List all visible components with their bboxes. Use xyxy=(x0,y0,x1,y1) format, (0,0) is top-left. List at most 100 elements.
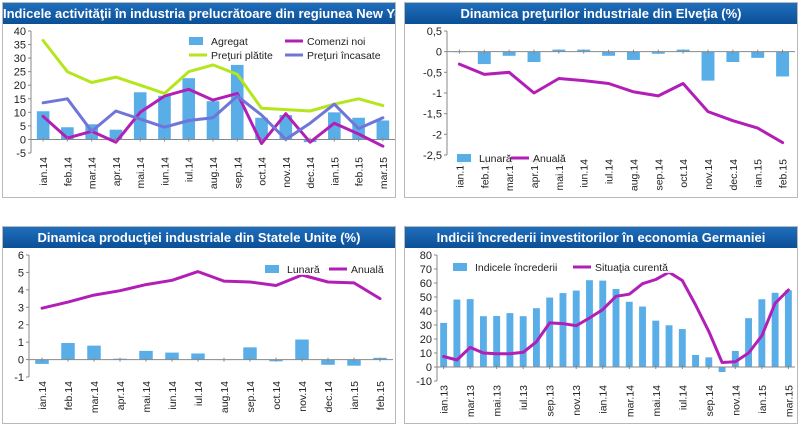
legend-box xyxy=(453,150,565,166)
y-tick-label: -5 xyxy=(16,148,26,160)
bar xyxy=(586,280,593,367)
panel-swiss-prices: Dinamica preţurilor industriale din Elve… xyxy=(404,2,798,198)
y-tick-label: 10 xyxy=(420,348,432,360)
bar xyxy=(572,290,580,367)
bar xyxy=(328,112,341,140)
series-line xyxy=(41,39,385,113)
bar xyxy=(321,359,335,365)
x-tick-label: sep.14 xyxy=(653,159,665,191)
legend-label: Indicele încrederii xyxy=(475,262,557,274)
series-line xyxy=(442,270,790,364)
x-tick-label: mai.14 xyxy=(651,385,663,417)
x-tick-label: nov.14 xyxy=(730,385,742,416)
bar xyxy=(527,51,541,62)
bar xyxy=(718,367,726,373)
x-tick-label: oct.14 xyxy=(257,157,269,186)
bar xyxy=(639,306,646,367)
y-tick-label: -0,5 xyxy=(423,67,442,79)
y-tick-label: -10 xyxy=(416,376,432,388)
bar xyxy=(745,318,753,367)
bar xyxy=(87,345,101,360)
legend-label: Lunară xyxy=(479,153,512,165)
chart-swiss-prices: 0,5 0 -0,5 -1 -1,5 -2 -2,5 ian.14 feb.14 mar.14 ap… xyxy=(423,26,795,191)
x-tick-label: iul.14 xyxy=(677,385,689,410)
bar xyxy=(376,120,390,140)
x-tick-label: ian.13 xyxy=(439,385,451,414)
x-tick-label: nov.14 xyxy=(281,157,293,188)
x-tick-label: apr.14 xyxy=(111,157,123,186)
y-tick-label: 40 xyxy=(420,306,432,318)
legend-label: Situaţia curentă xyxy=(595,262,668,274)
bar xyxy=(502,51,516,56)
x-tick-label: nov.14 xyxy=(703,159,715,190)
bar xyxy=(453,299,461,367)
bar xyxy=(493,316,501,367)
bar xyxy=(599,280,607,367)
x-tick-label: mar.14 xyxy=(624,385,636,417)
x-tick-label: mar.14 xyxy=(89,381,101,413)
x-tick-label: iul.13 xyxy=(518,385,530,410)
bar xyxy=(625,301,633,367)
x-tick-label: iul.14 xyxy=(193,381,205,406)
x-tick-label: iul.14 xyxy=(604,159,616,184)
x-tick-label: feb.14 xyxy=(62,157,74,186)
legend-label: Agregat xyxy=(211,36,248,48)
x-tick-label: mai.14 xyxy=(554,159,566,191)
y-tick-label: 5 xyxy=(18,267,24,279)
bar xyxy=(705,357,713,367)
bar xyxy=(701,51,715,81)
bar xyxy=(546,297,554,367)
legend-label: Preţuri plătite xyxy=(211,50,273,62)
bar xyxy=(771,292,779,367)
bar xyxy=(295,339,309,360)
bar xyxy=(506,313,514,367)
bar xyxy=(726,51,740,62)
x-tick-label: feb.15 xyxy=(354,157,366,186)
bar xyxy=(751,51,765,58)
bar xyxy=(692,354,700,367)
bar xyxy=(206,101,220,140)
bar xyxy=(279,115,293,140)
bar xyxy=(466,299,474,367)
chart-germany-confidence: -10 0 10 20 30 40 50 60 70 80 ian.13 mar.13 mai.13 iu… xyxy=(416,250,795,417)
x-tick-label: ian.15 xyxy=(329,157,341,186)
y-tick-label: 1 xyxy=(18,337,24,349)
bar xyxy=(626,51,640,60)
x-tick-label: aug.14 xyxy=(628,159,640,191)
x-tick-label: mar.15 xyxy=(378,157,390,189)
bar xyxy=(602,51,616,56)
series-line xyxy=(41,87,385,148)
x-tick-label: dec.14 xyxy=(323,381,335,413)
bar xyxy=(133,92,147,140)
x-tick-label: sep.14 xyxy=(232,157,244,189)
y-tick-label: 0 xyxy=(20,134,26,146)
x-tick-label: ian.14 xyxy=(454,159,466,188)
x-tick-label: feb.14 xyxy=(479,159,491,188)
x-tick-label: apr.14 xyxy=(529,159,541,188)
legend-label: Anuală xyxy=(533,153,566,165)
bar xyxy=(440,322,448,367)
bar xyxy=(243,347,257,360)
bar xyxy=(665,325,673,367)
series-line xyxy=(40,270,382,310)
x-tick-label: ian.15 xyxy=(753,159,765,188)
x-tick-label: ian.15 xyxy=(757,385,769,414)
y-tick-label: 0,5 xyxy=(427,26,442,38)
x-tick-label: ian.15 xyxy=(349,381,361,410)
bar xyxy=(109,129,123,140)
legend-label: Anuală xyxy=(351,264,384,276)
x-tick-label: feb.15 xyxy=(375,381,387,410)
x-tick-label: apr.14 xyxy=(115,381,127,410)
panel-ny-manufacturing: Indicele activităţii în industria preluc… xyxy=(2,2,396,198)
bar xyxy=(731,350,739,367)
x-tick-label: mar.13 xyxy=(465,385,477,417)
y-tick-label: -2 xyxy=(432,129,442,141)
bar xyxy=(230,64,244,140)
chart-title: Dinamica preţurilor industriale din Elve… xyxy=(405,3,797,24)
y-tick-label: 15 xyxy=(14,94,26,106)
legend-swatch xyxy=(265,265,279,273)
bar xyxy=(612,289,620,367)
legend-swatch xyxy=(453,263,467,271)
x-tick-label: feb.15 xyxy=(778,159,790,188)
